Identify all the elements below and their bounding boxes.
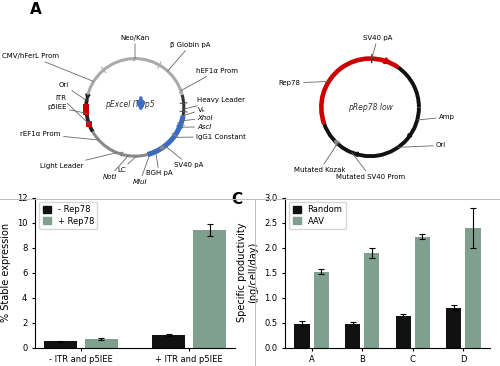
Bar: [345, 324, 360, 348]
Text: rEF1α Prom: rEF1α Prom: [20, 131, 98, 140]
Text: Neo/Kan: Neo/Kan: [120, 35, 150, 59]
Text: NotI: NotI: [102, 156, 128, 180]
Text: ITR: ITR: [56, 94, 89, 124]
Text: XhoI: XhoI: [182, 115, 213, 121]
Bar: [396, 316, 411, 348]
Text: Rep78: Rep78: [279, 80, 328, 86]
Text: Vₕ: Vₕ: [183, 107, 205, 116]
Text: A: A: [30, 3, 42, 18]
Bar: [294, 324, 310, 348]
Text: Mutated Kozak: Mutated Kozak: [294, 143, 346, 173]
Y-axis label: Specific productivity
(pg/cell/day): Specific productivity (pg/cell/day): [237, 223, 258, 322]
Text: Amp: Amp: [418, 114, 455, 120]
Bar: [44, 341, 76, 348]
Text: Ori: Ori: [398, 142, 446, 149]
Text: β Globin pA: β Globin pA: [168, 42, 210, 71]
Text: p5IEE: p5IEE: [47, 104, 86, 113]
Text: AscI: AscI: [180, 124, 212, 130]
Text: C: C: [232, 192, 243, 207]
Bar: [194, 230, 226, 348]
Bar: [364, 253, 380, 348]
Legend: Random, AAV: Random, AAV: [289, 202, 346, 229]
Text: Ori: Ori: [59, 82, 86, 101]
Text: pRep78 low: pRep78 low: [348, 103, 393, 112]
Text: IgG1 Constant: IgG1 Constant: [174, 134, 246, 140]
Text: MluI: MluI: [132, 154, 150, 184]
Text: Heavy Leader: Heavy Leader: [184, 97, 246, 109]
Bar: [152, 335, 185, 348]
Bar: [466, 228, 480, 348]
Text: LC: LC: [117, 156, 136, 173]
Bar: [415, 237, 430, 348]
Text: SV40 pA: SV40 pA: [363, 35, 392, 59]
Bar: [314, 272, 329, 348]
Legend: - Rep78, + Rep78: - Rep78, + Rep78: [39, 202, 97, 229]
Text: hEF1α Prom: hEF1α Prom: [181, 68, 238, 91]
Bar: [85, 339, 117, 348]
Text: Mutated SV40 Prom: Mutated SV40 Prom: [336, 153, 404, 180]
Text: SV40 pA: SV40 pA: [165, 146, 203, 168]
Text: pExcel ITRp5: pExcel ITRp5: [106, 100, 155, 109]
Text: BGH pA: BGH pA: [146, 152, 172, 176]
Text: Light Leader: Light Leader: [40, 153, 117, 169]
Y-axis label: % Stable expression: % Stable expression: [2, 223, 12, 322]
Text: CMV/hFerL Prom: CMV/hFerL Prom: [2, 53, 94, 82]
Bar: [446, 308, 462, 348]
